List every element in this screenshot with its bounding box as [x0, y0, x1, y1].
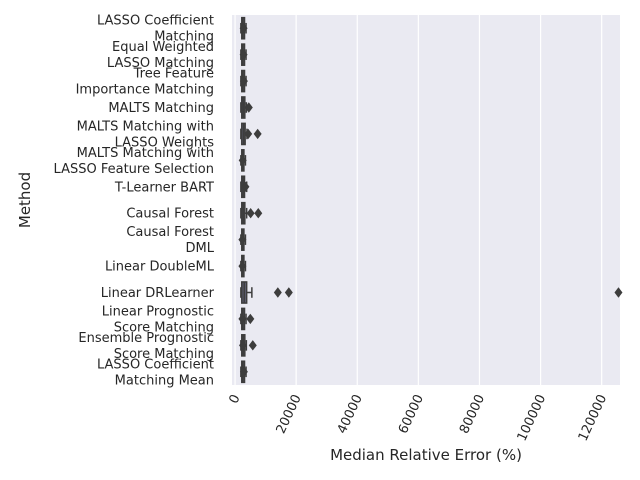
box-group [239, 360, 248, 384]
y-tick-label: Causal Forest [126, 207, 214, 222]
outlier-point [284, 287, 293, 298]
box-group [238, 254, 247, 278]
y-tick-label-line: Ensemble Prognostic [78, 331, 214, 346]
x-tick-label: 80000 [457, 392, 488, 436]
outlier-point [241, 181, 250, 192]
y-tick-label-line: Equal Weighted [112, 40, 214, 55]
outlier-point [244, 102, 253, 113]
y-tick-label-line: Causal Forest [126, 207, 214, 222]
y-tick-label: T-Learner BART [114, 180, 214, 195]
y-tick-label-line: Causal Forest [126, 225, 214, 240]
outlier-point [246, 208, 255, 219]
y-tick-label: LASSO Coefficient Matching [97, 14, 214, 45]
box-group [239, 16, 248, 40]
boxes [238, 16, 623, 384]
y-tick-label: Linear DoubleML [105, 260, 215, 275]
y-tick-label-line: Matching [154, 30, 214, 45]
grid-lines [234, 15, 603, 385]
outlier-point [238, 340, 247, 351]
y-tick-label-line: Matching Mean [115, 373, 214, 388]
box-group [239, 43, 248, 66]
y-tick-label: LASSO Coefficient Matching Mean [97, 357, 214, 388]
outlier-point [238, 260, 247, 272]
y-tick-label-line: LASSO Feature Selection [54, 162, 214, 177]
x-tick-label: 0 [227, 392, 244, 406]
outlier-point [238, 313, 247, 325]
y-tick-label-line: T-Learner BART [114, 180, 214, 195]
x-tick-label: 40000 [335, 392, 366, 436]
outlier-point [273, 287, 282, 298]
y-tick-label-line: MALTS Matching with [77, 119, 214, 134]
y-tick-label-line: MALTS Matching [108, 101, 214, 116]
box-group [240, 96, 253, 119]
y-axis-title: Method [16, 172, 34, 228]
box-group [238, 334, 257, 357]
plot-area [232, 15, 620, 385]
outlier-point [239, 23, 248, 34]
y-tick-label: MALTS Matching with LASSO Feature Selecti… [54, 146, 214, 177]
box-group [240, 281, 623, 304]
y-tick-label-line: LASSO Coefficient [97, 14, 214, 29]
y-tick-label: MALTS Matching [108, 101, 214, 116]
outlier-point [248, 340, 257, 351]
outlier-point [254, 208, 263, 219]
outlier-point [246, 313, 255, 325]
y-tick-label: Causal Forest DML [126, 225, 214, 256]
outlier-point [239, 75, 248, 87]
x-tick-label: 100000 [515, 392, 550, 443]
box-group [240, 201, 263, 225]
box-group [238, 228, 247, 251]
box-group [240, 122, 262, 146]
box-group [238, 307, 255, 331]
y-tick-label: Tree Feature Importance Matching [76, 67, 214, 98]
y-tick-label: Linear DRLearner [101, 286, 215, 301]
outlier-point [239, 366, 248, 377]
box-group [240, 175, 250, 199]
y-tick-label-line: Score Matching [114, 320, 214, 335]
x-tick-label: 20000 [274, 392, 305, 436]
y-tick-label-line: LASSO Coefficient [97, 357, 214, 372]
y-tick-label: Ensemble Prognostic Score Matching [78, 331, 214, 362]
y-tick-label-line: LASSO Matching [107, 56, 214, 71]
outlier-point [614, 287, 623, 298]
y-tick-label: MALTS Matching with LASSO Weights [77, 119, 215, 150]
outlier-point [244, 128, 253, 140]
y-tick-label: Linear Prognostic Score Matching [102, 304, 214, 335]
box-group [239, 69, 248, 93]
outlier-point [238, 234, 247, 245]
y-tick-label-line: LASSO Weights [115, 135, 215, 150]
y-tick-label-line: Score Matching [114, 347, 214, 362]
x-tick-label: 120000 [576, 392, 611, 443]
outlier-point [253, 128, 262, 140]
y-tick-label-line: Linear DoubleML [105, 260, 215, 275]
x-axis-title: Median Relative Error (%) [330, 446, 522, 464]
outlier-point [239, 49, 248, 60]
x-tick-labels: 0 20000 40000 60000 80000 100000 120000 [227, 392, 611, 443]
y-tick-label-line: Importance Matching [76, 83, 214, 98]
y-tick-label-line: Linear Prognostic [102, 304, 214, 319]
y-tick-label-line: DML [186, 241, 215, 256]
y-tick-label-line: Tree Feature [133, 67, 214, 82]
y-tick-label-line: MALTS Matching with [77, 146, 214, 161]
x-tick-label: 60000 [396, 392, 427, 436]
y-tick-label-line: Linear DRLearner [101, 286, 215, 301]
outlier-point [238, 155, 247, 166]
y-tick-label: Equal Weighted LASSO Matching [107, 40, 214, 71]
box-group [238, 149, 247, 172]
